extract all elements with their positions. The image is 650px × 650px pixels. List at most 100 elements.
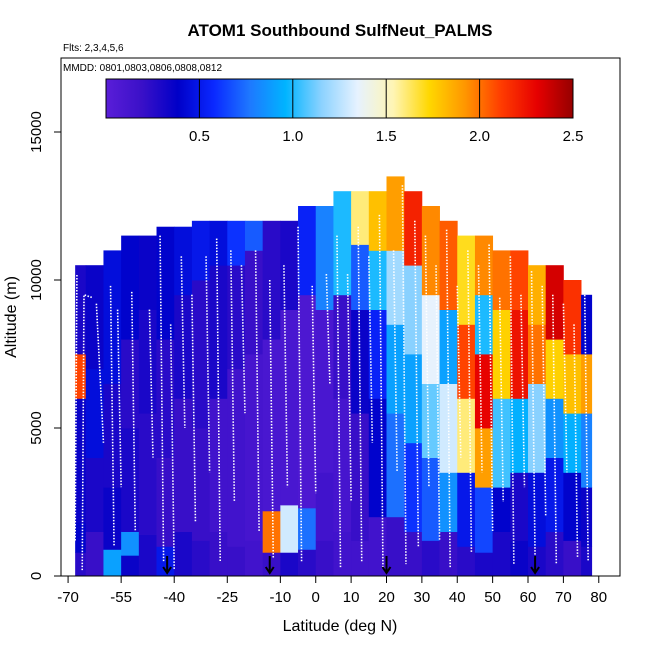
heatmap-cell — [75, 522, 87, 553]
flight-profile — [346, 274, 352, 503]
heatmap-cell — [528, 383, 547, 473]
x-tick-label: -25 — [216, 589, 238, 606]
heatmap-cell — [581, 294, 593, 355]
heatmap-cell — [280, 504, 299, 553]
heatmap-cell — [75, 398, 87, 524]
heatmap-cell — [563, 280, 582, 355]
heatmap-cell — [244, 540, 264, 576]
heatmap-cell — [386, 176, 405, 251]
heatmap-cell — [103, 487, 122, 550]
flight-profile — [116, 309, 122, 488]
heatmap-cell — [244, 354, 264, 541]
heatmap-cell — [121, 428, 140, 532]
flight-profile — [392, 250, 398, 473]
y-axis-label: Altitude (m) — [3, 276, 20, 358]
heatmap-cell — [368, 191, 387, 251]
heatmap-cell — [386, 413, 405, 518]
heatmap-cell — [474, 354, 494, 429]
flight-profile — [401, 185, 407, 565]
chart-title: ATOM1 Southbound SulfNeut_PALMS — [187, 21, 492, 40]
heatmap-cell — [298, 206, 317, 296]
flight-profile — [520, 294, 526, 488]
heatmap-cell — [492, 250, 511, 310]
heatmap-cell — [156, 339, 175, 458]
flight-profile — [191, 294, 197, 523]
heatmap-cell — [315, 472, 334, 541]
y-tick-label: 0 — [28, 572, 45, 580]
heatmap-cell — [404, 191, 423, 266]
colorbar-tick-label: 2.0 — [469, 128, 490, 145]
flight-profile — [541, 285, 547, 517]
heatmap-cell — [492, 531, 511, 576]
heatmap-cell — [209, 398, 228, 532]
heatmap-cell — [191, 428, 210, 541]
heatmap-cell — [174, 398, 193, 532]
flight-profile — [562, 303, 568, 473]
x-tick-label: -55 — [110, 589, 132, 606]
y-tick-label: 10000 — [28, 259, 45, 301]
heatmap-cell — [510, 250, 529, 310]
heatmap-cell — [280, 552, 299, 576]
heatmap-cell — [421, 457, 440, 541]
heatmap-cell — [85, 457, 104, 532]
x-tick-label: -70 — [57, 589, 79, 606]
heatmap-cell — [474, 235, 494, 296]
heatmap-cell — [368, 250, 387, 310]
x-tick-label: 60 — [520, 589, 537, 606]
heatmap-cell — [563, 354, 582, 414]
heatmap-cell — [528, 546, 547, 576]
heatmap-cell — [174, 226, 193, 296]
heatmap-cell — [386, 516, 405, 576]
latitude-arrows — [162, 556, 540, 575]
flight-profiles — [74, 185, 589, 571]
heatmap-cell — [474, 428, 494, 488]
heatmap-cell — [121, 555, 140, 576]
flight-profile — [159, 235, 165, 562]
colorbar-tick-label: 2.5 — [563, 128, 584, 145]
heatmap-cell — [545, 531, 564, 576]
heatmap-cell — [510, 472, 529, 541]
heatmap-cell — [156, 226, 175, 340]
heatmap-cell — [510, 540, 529, 576]
heatmap-cell — [280, 309, 299, 506]
heatmap-cell — [138, 413, 157, 535]
heatmap-cell — [209, 531, 228, 576]
flight-profile — [74, 274, 78, 541]
colorbar: 0.5 1.0 1.5 2.0 2.5 — [105, 78, 584, 145]
x-axis: -70 -55 -40 -25 -10 0 10 20 30 40 50 60 70 80 — [57, 575, 607, 606]
heatmap-cell — [439, 531, 458, 576]
dates-note: MMDD: 0801,0803,0806,0808,0812 — [63, 63, 222, 74]
x-tick-label: 70 — [555, 589, 572, 606]
heatmap-cell — [581, 546, 593, 576]
heatmap-cell — [351, 244, 370, 310]
heatmap-cell — [280, 220, 299, 310]
heatmap-cell — [244, 220, 264, 251]
x-tick-label: 80 — [590, 589, 607, 606]
arrow-head — [162, 566, 172, 575]
flight-profile — [283, 265, 289, 488]
heatmap-cell — [85, 368, 104, 458]
heatmap-cell — [138, 235, 157, 310]
heatmap-cell — [85, 531, 104, 576]
heatmap-cell — [174, 531, 193, 576]
heatmap-cell — [103, 383, 122, 488]
heatmap-cell — [244, 250, 264, 355]
heatmap-cell — [298, 294, 317, 509]
x-tick-label: 50 — [484, 589, 501, 606]
heatmap-cell — [457, 546, 476, 576]
heatmap-cell — [474, 294, 494, 355]
heatmap-cell — [333, 531, 352, 576]
heatmap-cell — [227, 368, 246, 547]
flight-profile — [148, 309, 154, 458]
heatmap-cell — [528, 265, 547, 325]
heatmap-cell — [404, 354, 423, 444]
colorbar-tick-label: 1.0 — [282, 128, 303, 145]
arrow-head — [264, 566, 275, 575]
flight-profile — [583, 285, 589, 562]
flight-profile — [368, 256, 374, 443]
heatmap-cell — [191, 540, 210, 576]
heatmap-cell — [563, 413, 582, 473]
heatmap-cell — [474, 552, 494, 576]
heatmap-cell — [333, 398, 352, 532]
